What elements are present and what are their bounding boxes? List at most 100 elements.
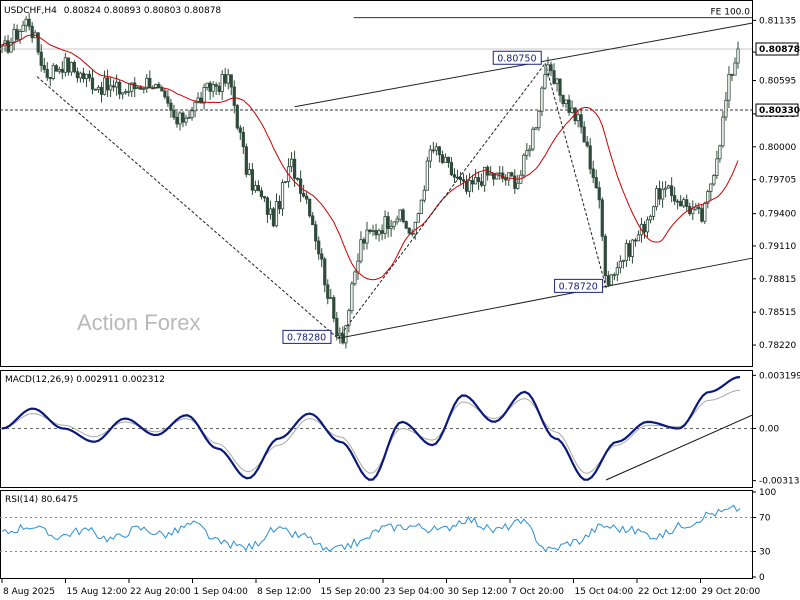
macd-title: MACD(12,26,9) 0.002911 0.002312 (5, 375, 165, 385)
candle-body (24, 18, 28, 26)
candle-body (461, 179, 466, 182)
candle-body (289, 158, 294, 168)
candle-body (570, 107, 574, 113)
candle-body (464, 180, 469, 192)
swing-label-text: 0.78280 (287, 332, 326, 343)
candle-body (727, 74, 731, 101)
candle-body (311, 215, 315, 226)
candle-body (437, 146, 441, 156)
candle-body (250, 169, 254, 191)
candle-body (184, 117, 188, 123)
macd-y-tick-label: 0.00 (759, 425, 779, 435)
candle-body (362, 239, 366, 244)
candle-body (292, 158, 297, 179)
candle-body (422, 189, 426, 201)
candle-body (398, 209, 402, 220)
candle-body (208, 82, 212, 92)
candle-body (425, 160, 429, 191)
rsi-title: RSI(14) 80.6475 (5, 495, 78, 505)
candle-body (139, 87, 143, 90)
swing-label-text: 0.78720 (559, 281, 598, 292)
candle-body (30, 25, 34, 39)
candle-body (181, 112, 185, 123)
candle-body (72, 62, 76, 73)
candle-body (148, 77, 152, 89)
candle-body (700, 208, 704, 222)
candle-body (353, 271, 357, 285)
candle-body (229, 74, 233, 88)
candle-body (516, 182, 520, 189)
candle-body (621, 259, 625, 262)
candle-body (136, 87, 140, 90)
candle-body (374, 230, 378, 236)
candle-body (603, 235, 607, 277)
candle-body (443, 156, 448, 163)
candle-body (66, 57, 70, 73)
candle-body (555, 78, 559, 84)
candle-body (416, 213, 420, 223)
candle-body (317, 240, 321, 255)
candle-body (154, 83, 158, 89)
candle-body (664, 187, 668, 190)
candle-body (624, 243, 628, 261)
candle-body (302, 193, 306, 197)
current-price-box (755, 42, 799, 56)
candle-body (645, 219, 650, 233)
candle-body (60, 68, 64, 73)
candle-body (428, 149, 432, 162)
candle-body (697, 206, 701, 209)
candle-body (320, 253, 324, 260)
candle-body (585, 141, 589, 147)
candle-body (90, 77, 95, 90)
candle-body (124, 91, 128, 94)
candle-body (247, 169, 251, 175)
candle-body (706, 191, 710, 204)
candle-body (431, 149, 435, 152)
candle-body (543, 74, 547, 89)
x-tick-label: 8 Sep 12:00 (257, 587, 312, 597)
y-tick-label: 0.78515 (759, 308, 796, 318)
candle-body (160, 87, 164, 92)
candle-body (377, 230, 381, 236)
candle-body (329, 297, 333, 299)
candle-body (576, 114, 580, 122)
candle-body (283, 181, 288, 183)
candle-body (618, 261, 622, 269)
candle-body (51, 65, 55, 80)
candle-body (142, 88, 146, 90)
candle-body (449, 162, 454, 176)
candle-body (470, 180, 475, 185)
upper-channel-line (294, 22, 753, 108)
x-tick-label: 30 Sep 12:00 (448, 587, 508, 597)
candle-body (413, 221, 417, 235)
candle-body (712, 175, 716, 185)
candle-body (633, 239, 638, 242)
candle-body (718, 145, 722, 160)
time-x-axis: 8 Aug 2025 15 Aug 12:00 22 Aug 20:00 1 Sep … (1, 579, 760, 597)
candle-body (473, 177, 478, 185)
candle-body (115, 81, 119, 88)
candle-body (434, 146, 438, 151)
candle-body (440, 154, 444, 163)
candle-body (721, 116, 725, 147)
x-tick-label: 8 Aug 2025 (3, 587, 55, 597)
candle-body (630, 239, 635, 257)
candle-body (271, 208, 276, 227)
candle-body (63, 57, 67, 73)
candle-body (326, 284, 330, 299)
ma-line (1, 34, 739, 281)
candle-body (395, 218, 399, 223)
candle-body (654, 188, 659, 208)
candle-body (190, 110, 194, 118)
candle-body (446, 156, 451, 163)
ohlc-values: 0.80824 0.80893 0.80803 0.80878 (64, 6, 222, 16)
candle-body (127, 90, 131, 93)
candle-body (501, 172, 505, 179)
x-tick-label: 22 Aug 20:00 (130, 587, 191, 597)
candle-body (404, 221, 408, 229)
candle-body (476, 177, 481, 183)
candle-body (27, 18, 31, 27)
candle-body (350, 283, 354, 312)
candle-body (253, 185, 257, 191)
